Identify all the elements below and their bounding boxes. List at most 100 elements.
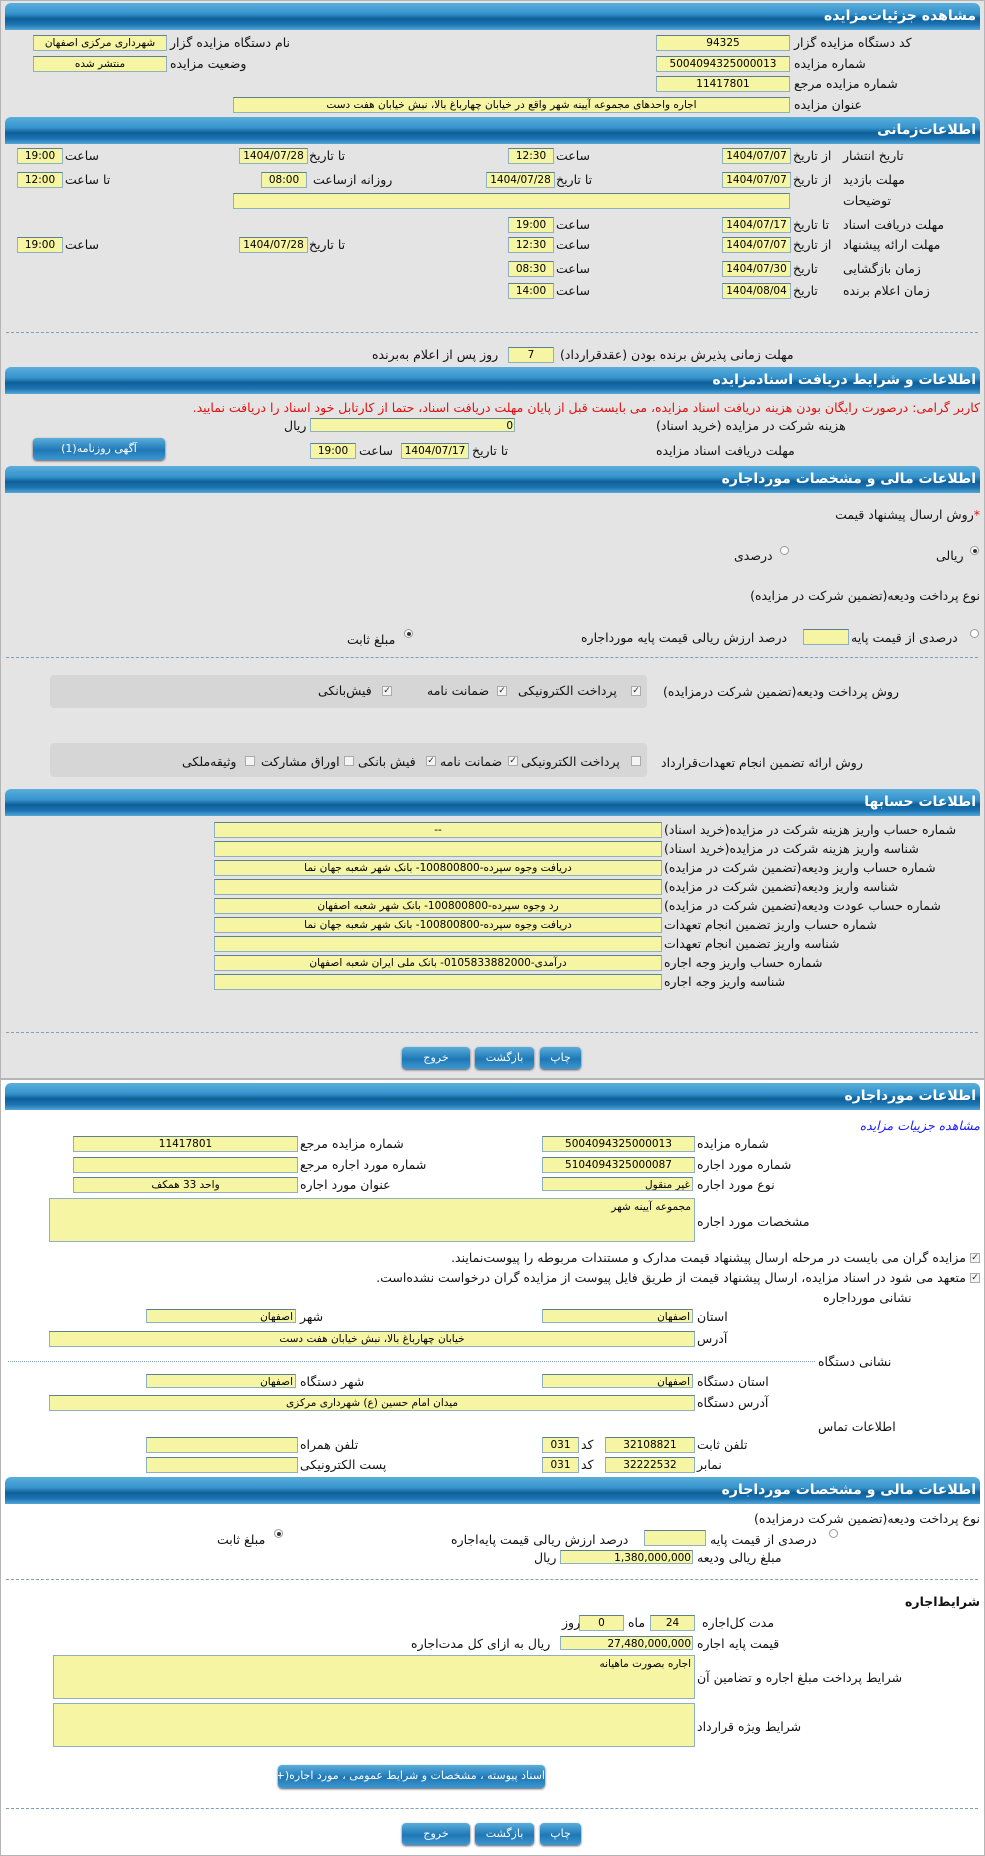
radio-lease-percent-of-base[interactable] [829,1529,838,1538]
org-address-field[interactable]: میدان امام حسین (ع) شهرداری مرکزی [49,1395,695,1411]
days-field[interactable]: 0 [579,1615,624,1631]
account-value-field[interactable] [214,841,662,857]
account-value-field[interactable]: دریافت وجوه سپرده-100800800- بانک شهر شع… [214,860,662,876]
lease-percent-value-field[interactable] [644,1530,706,1546]
payment-terms-textarea[interactable]: اجاره بصورت ماهیانه [53,1655,695,1699]
org-city-field[interactable]: اصفهان [146,1374,296,1388]
guarantee-method-checkbox[interactable] [631,756,641,766]
visit-from-date[interactable]: 1404/07/07 [722,172,791,188]
guarantee-method-checkbox[interactable] [245,756,255,766]
fax-field[interactable]: 32222532 [605,1457,695,1473]
back-button[interactable]: بازگشت [475,1823,534,1845]
exit-button[interactable]: خروج [402,1823,470,1845]
percent-suffix: درصد ارزش ریالی قیمت پایه مورداجاره [581,630,788,645]
lease-ref-no-field[interactable]: 11417801 [73,1136,298,1152]
publish-from-time[interactable]: 12:30 [508,148,554,164]
winner-time[interactable]: 14:00 [508,283,554,299]
offer-from-date[interactable]: 1404/07/07 [722,237,791,253]
fee-field[interactable]: 0 [310,418,515,432]
org-province-field[interactable]: اصفهان [542,1374,693,1388]
item-title-field[interactable]: واحد 33 همکف [73,1177,298,1193]
guarantee-method-label: ضمانت نامه [440,754,503,769]
deposit-method-checkbox[interactable]: ✓ [631,686,641,696]
opening-date[interactable]: 1404/07/30 [722,261,791,277]
radio-percent[interactable] [780,546,789,555]
specs-textarea[interactable]: مجموعه آیینه شهر [49,1198,695,1242]
radio-percent-of-base[interactable] [970,629,979,638]
province-field[interactable]: اصفهان [542,1309,693,1323]
docs-to-date[interactable]: 1404/07/17 [722,217,791,233]
radio-lease-fixed-amount[interactable] [274,1529,283,1538]
deposit-amount-field[interactable]: 1,380,000,000 [560,1550,693,1564]
fax-code-field[interactable]: 031 [542,1457,579,1473]
subject-field[interactable]: اجاره واحدهای مجموعه آیینه شهر واقع در خ… [233,97,790,113]
visit-to-date[interactable]: 1404/07/28 [486,172,555,188]
visit-daily-to[interactable]: 12:00 [17,172,63,188]
offer-from-time[interactable]: 12:30 [508,237,554,253]
account-value-field[interactable]: -- [214,822,662,838]
account-value-field[interactable]: درآمدی-0105833882000- بانک ملی ایران شعب… [214,955,662,971]
org-code-label: کد دستگاه مزایده گزار [794,35,912,50]
account-value-field[interactable]: رد وجوه سپرده-100800800- بانک شهر شعبه ا… [214,898,662,914]
item-type-field[interactable]: غیر منقول [542,1177,693,1191]
status-field[interactable]: منتشر شده [33,56,167,72]
item-no-field[interactable]: 5104094325000087 [542,1157,695,1173]
deposit-method-checkbox[interactable]: ✓ [497,686,507,696]
radio-rial[interactable] [970,546,979,555]
phone-code-field[interactable]: 031 [542,1437,579,1453]
exit-button[interactable]: خروج [402,1047,470,1069]
visit-daily-from[interactable]: 08:00 [261,172,307,188]
fixed-amount-label: مبلغ ثابت [347,632,396,647]
city-field[interactable]: اصفهان [146,1309,296,1323]
special-terms-textarea[interactable] [53,1703,695,1747]
months-field[interactable]: 24 [650,1615,695,1631]
account-value-field[interactable] [214,974,662,990]
lease-auction-no-field[interactable]: 5004094325000013 [542,1136,695,1152]
phone-label: تلفن ثابت [697,1437,748,1452]
opening-time[interactable]: 08:30 [508,261,554,277]
desc-field[interactable] [233,193,790,209]
auction-details-link[interactable]: مشاهده جزییات مزایده [859,1118,980,1133]
address-field[interactable]: خیابان چهارباغ بالا، نبش خیابان هفت دست [49,1331,695,1347]
account-value-field[interactable] [214,936,662,952]
newspaper-ad-button[interactable]: آگهی روزنامه(1) [33,438,165,460]
attachments-button[interactable]: اسناد پیوسته ، مشخصات و شرایط عمومی ، مو… [278,1765,545,1788]
publish-from-date[interactable]: 1404/07/07 [722,148,791,164]
docs-deadline-time[interactable]: 19:00 [310,443,356,459]
item-ref-field[interactable] [73,1157,298,1173]
no-attachment-checkbox[interactable]: ✓ [970,1273,980,1283]
back-button[interactable]: بازگشت [475,1047,534,1069]
phone-field[interactable]: 32108821 [605,1437,695,1453]
guarantee-method-checkbox[interactable]: ✓ [426,756,436,766]
mobile-field[interactable] [146,1437,298,1453]
attach-docs-checkbox[interactable]: ✓ [970,1253,980,1263]
publish-to-time[interactable]: 19:00 [17,148,63,164]
radio-fixed-amount[interactable] [404,629,413,638]
daily-from-label: روزانه ازساعت [313,172,393,187]
account-value-field[interactable]: دریافت وجوه سپرده-100800800- بانک شهر شع… [214,917,662,933]
org-name-label: نام دستگاه مزایده گزار [170,35,291,50]
accept-days-field[interactable]: 7 [508,347,554,363]
org-name-field[interactable]: شهرداری مرکزی اصفهان [33,35,167,51]
publish-to-date[interactable]: 1404/07/28 [239,148,308,164]
time-label: ساعت [556,217,591,232]
org-code-field[interactable]: 94325 [656,35,790,51]
time-label: ساعت [65,237,100,252]
deposit-method-checkbox[interactable]: ✓ [382,686,392,696]
print-button[interactable]: چاپ [540,1823,581,1845]
percent-value-field[interactable] [803,629,849,645]
offer-to-date[interactable]: 1404/07/28 [239,237,308,253]
winner-date[interactable]: 1404/08/04 [722,283,791,299]
base-price-field[interactable]: 27,480,000,000 [560,1636,693,1650]
docs-deadline-date[interactable]: 1404/07/17 [401,443,469,459]
docs-time[interactable]: 19:00 [508,217,554,233]
ref-no-field[interactable]: 11417801 [656,76,790,92]
deposit-amount-label: مبلغ ریالی ودیعه [697,1550,782,1565]
offer-to-time[interactable]: 19:00 [17,237,63,253]
print-button[interactable]: چاپ [540,1047,581,1069]
auction-no-field[interactable]: 5004094325000013 [656,56,790,72]
guarantee-method-checkbox[interactable]: ✓ [508,756,518,766]
guarantee-method-checkbox[interactable] [344,756,354,766]
email-field[interactable] [146,1457,298,1473]
account-value-field[interactable] [214,879,662,895]
